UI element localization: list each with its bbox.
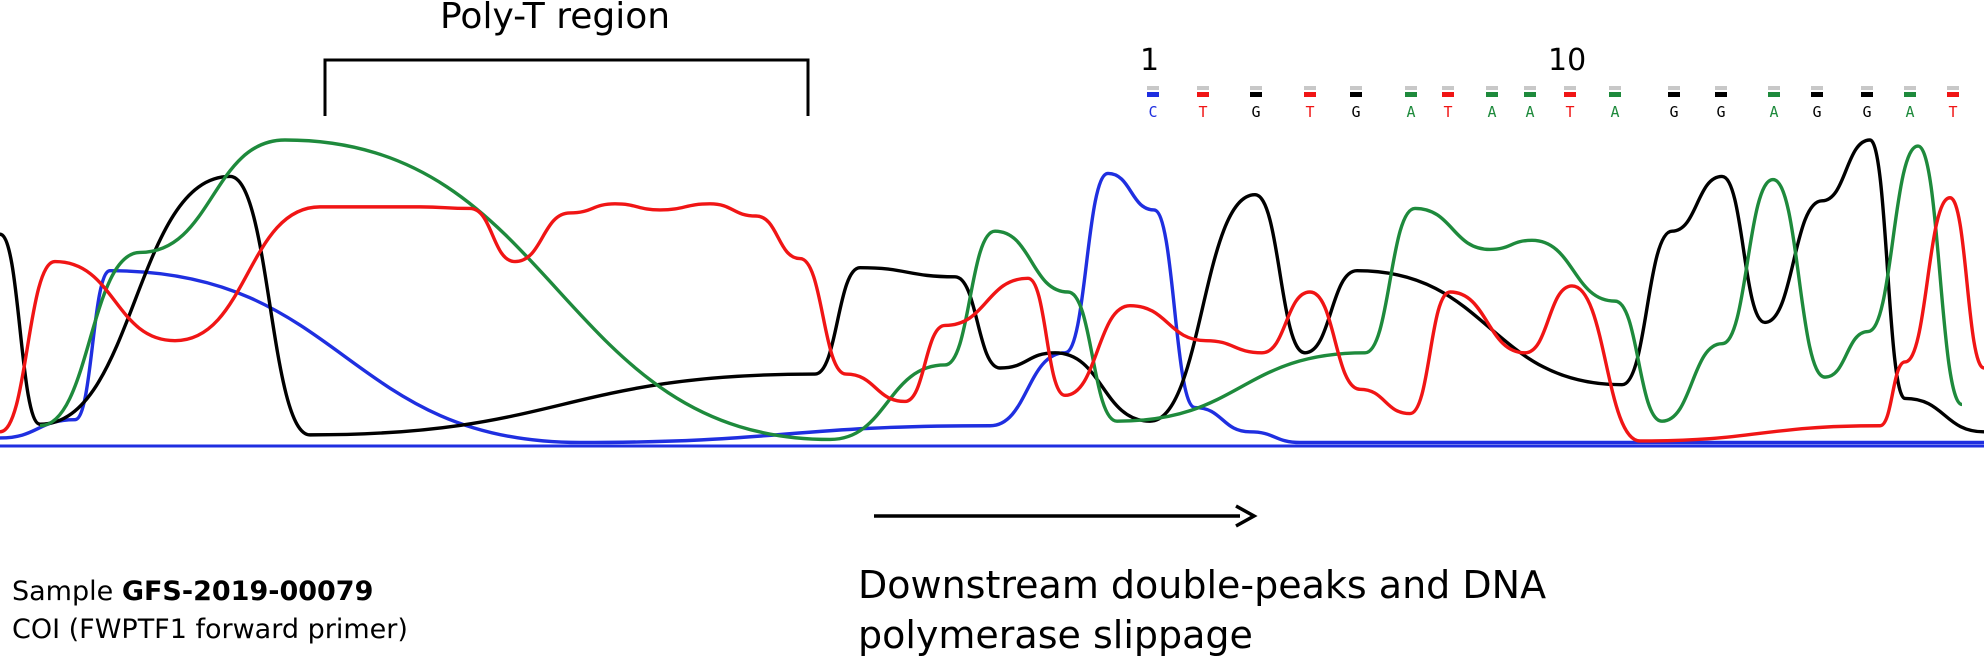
base-tick xyxy=(1486,92,1498,97)
sample-line-1: Sample GFS-2019-00079 xyxy=(12,573,408,611)
base-tick xyxy=(1609,92,1621,97)
poly-t-bracket xyxy=(323,58,810,116)
base-call: T xyxy=(1198,103,1208,121)
caption-line-1: Downstream double-peaks and DNA xyxy=(858,563,1547,607)
base-tick-bg xyxy=(1947,86,1959,90)
base-call: T xyxy=(1443,103,1453,121)
base-tick-bg xyxy=(1250,86,1262,90)
base-call: G xyxy=(1862,103,1872,121)
base-tick-bg xyxy=(1197,86,1209,90)
base-tick-bg xyxy=(1405,86,1417,90)
position-label-1: 1 xyxy=(1140,43,1160,78)
trace-T xyxy=(0,196,1984,443)
base-tick-bg xyxy=(1350,86,1362,90)
base-call: A xyxy=(1905,103,1915,121)
base-call: A xyxy=(1525,103,1535,121)
base-tick-bg xyxy=(1442,86,1454,90)
base-call: T xyxy=(1565,103,1575,121)
sample-line-2: COI (FWPTF1 forward primer) xyxy=(12,614,408,645)
base-tick xyxy=(1250,92,1262,97)
poly-t-label: Poly-T region xyxy=(440,0,671,37)
trace-C xyxy=(0,171,1984,445)
base-tick-bg xyxy=(1861,86,1873,90)
base-call: T xyxy=(1305,103,1315,121)
base-tick xyxy=(1442,92,1454,97)
trace-A xyxy=(39,138,1963,442)
base-tick xyxy=(1405,92,1417,97)
base-tick xyxy=(1147,92,1159,97)
base-tick-bg xyxy=(1524,86,1536,90)
base-tick xyxy=(1947,92,1959,97)
base-tick xyxy=(1861,92,1873,97)
base-tick xyxy=(1304,92,1316,97)
base-tick-bg xyxy=(1668,86,1680,90)
base-call-ticks xyxy=(1147,86,1959,97)
base-call: G xyxy=(1669,103,1679,121)
base-call: A xyxy=(1769,103,1779,121)
base-tick xyxy=(1811,92,1823,97)
base-tick xyxy=(1197,92,1209,97)
base-tick-bg xyxy=(1768,86,1780,90)
slippage-arrow-head xyxy=(1235,504,1258,528)
base-call: G xyxy=(1251,103,1261,121)
position-label-10: 10 xyxy=(1548,43,1587,78)
slippage-caption: Downstream double-peaks and DNA polymera… xyxy=(858,560,1546,660)
base-tick-bg xyxy=(1564,86,1576,90)
trace-G xyxy=(0,138,1984,437)
sample-info: Sample GFS-2019-00079 COI (FWPTF1 forwar… xyxy=(12,573,408,649)
base-tick-bg xyxy=(1715,86,1727,90)
base-tick-bg xyxy=(1609,86,1621,90)
base-call: A xyxy=(1610,103,1620,121)
base-tick xyxy=(1668,92,1680,97)
base-tick xyxy=(1350,92,1362,97)
base-call: G xyxy=(1812,103,1822,121)
base-call: G xyxy=(1351,103,1361,121)
sample-prefix: Sample xyxy=(12,576,122,607)
base-tick xyxy=(1904,92,1916,97)
base-call: G xyxy=(1716,103,1726,121)
base-call: A xyxy=(1406,103,1416,121)
sample-id: GFS-2019-00079 xyxy=(121,576,374,607)
base-call: C xyxy=(1148,103,1158,121)
base-call: A xyxy=(1487,103,1497,121)
base-tick xyxy=(1715,92,1727,97)
base-tick xyxy=(1564,92,1576,97)
caption-line-2: polymerase slippage xyxy=(858,613,1253,657)
base-tick-bg xyxy=(1486,86,1498,90)
base-tick xyxy=(1524,92,1536,97)
base-tick-bg xyxy=(1811,86,1823,90)
base-tick xyxy=(1768,92,1780,97)
base-tick-bg xyxy=(1147,86,1159,90)
base-call: T xyxy=(1948,103,1958,121)
trace-group xyxy=(0,138,1984,445)
base-tick-bg xyxy=(1904,86,1916,90)
base-tick-bg xyxy=(1304,86,1316,90)
